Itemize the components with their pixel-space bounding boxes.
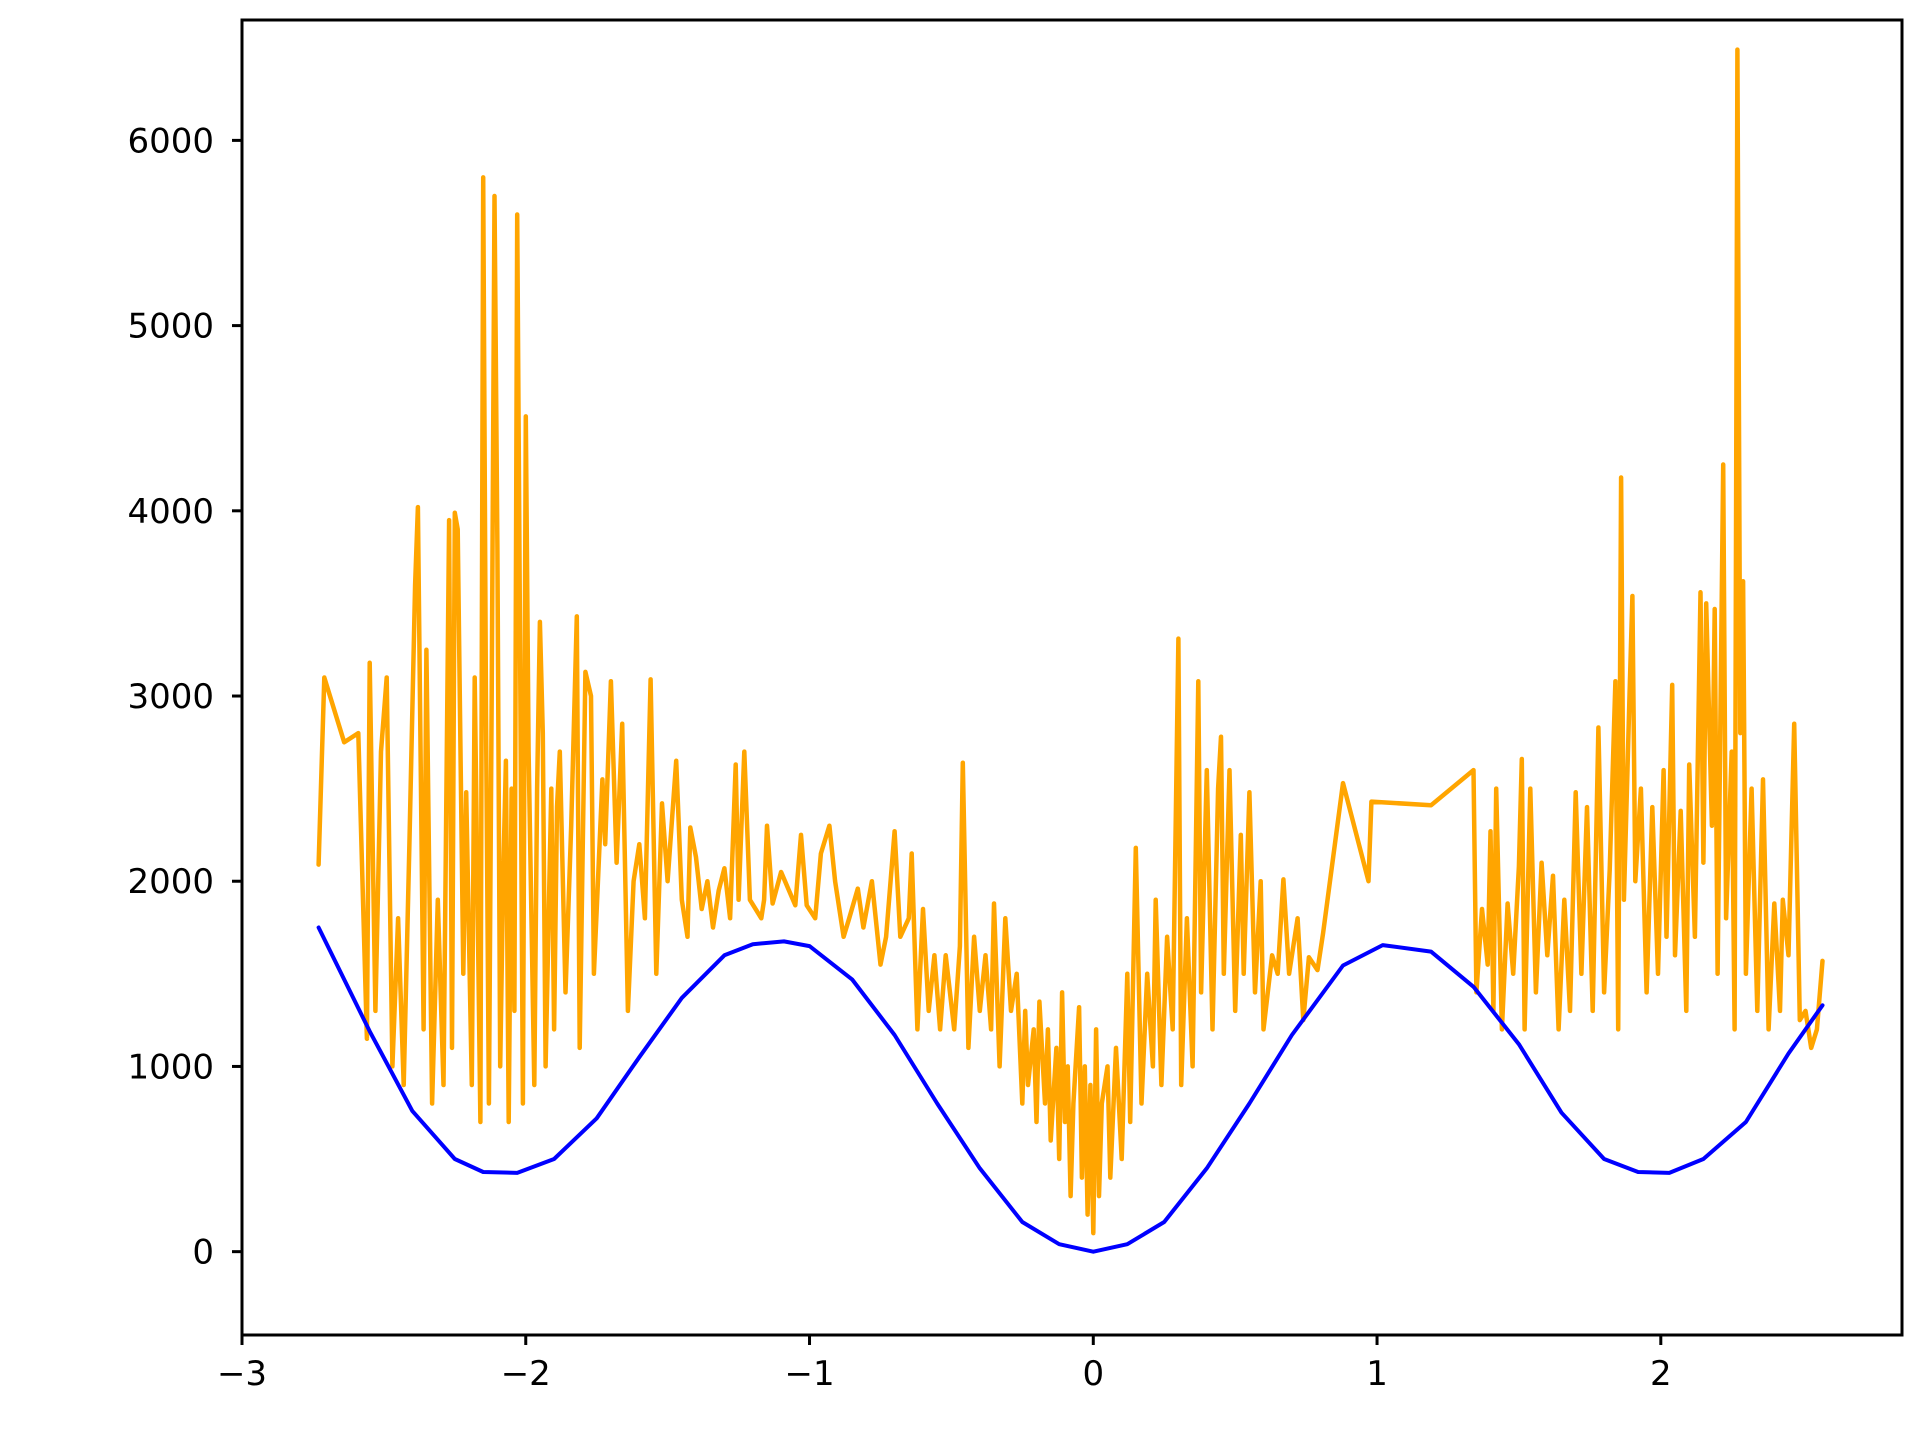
x-tick-label: 0 [1082,1354,1104,1394]
x-tick-label: −3 [217,1354,267,1394]
y-tick-label: 1000 [127,1047,214,1087]
x-axis: −3 −2 −1 0 1 2 [217,1335,1672,1394]
series-layer [316,47,1825,1254]
series-line-2 [316,925,1825,1254]
x-tick-label: −2 [501,1354,551,1394]
y-tick-label: 0 [192,1233,214,1273]
x-tick-label: 1 [1366,1354,1388,1394]
x-tick-label: −1 [784,1354,834,1394]
y-tick-label: 5000 [127,307,214,347]
y-tick-label: 6000 [127,121,214,161]
y-tick-label: 3000 [127,677,214,717]
y-tick-label: 4000 [127,492,214,532]
x-tick-label: 2 [1650,1354,1672,1394]
series-line-1 [316,47,1825,1236]
y-tick-label: 2000 [127,862,214,902]
y-axis: 0 1000 2000 3000 4000 5000 6000 [127,121,242,1273]
